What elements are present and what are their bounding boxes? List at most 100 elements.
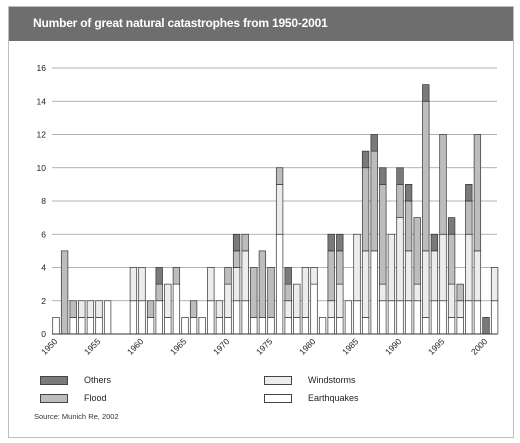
bar-others-1982 xyxy=(328,234,335,251)
bar-flood-1972 xyxy=(242,234,249,251)
bar-windstorms-1960 xyxy=(139,268,146,301)
bar-windstorms-1953 xyxy=(79,301,86,318)
y-tick-label: 2 xyxy=(41,296,46,306)
bar-windstorms-1989 xyxy=(388,234,395,301)
bar-earthquakes-1997 xyxy=(457,317,464,334)
bar-others-1986 xyxy=(362,151,369,168)
bar-earthquakes-1970 xyxy=(225,317,232,334)
bar-earthquakes-1981 xyxy=(319,317,326,334)
bar-flood-1973 xyxy=(251,268,258,318)
y-tick-label: 12 xyxy=(37,130,47,140)
bar-windstorms-1970 xyxy=(225,284,232,317)
bar-flood-1986 xyxy=(362,168,369,251)
bar-flood-1987 xyxy=(371,151,378,251)
bar-windstorms-1959 xyxy=(130,268,137,301)
x-tick-label: 1975 xyxy=(254,336,275,357)
bar-windstorms-1998 xyxy=(466,234,473,301)
bar-windstorms-1976 xyxy=(276,184,283,234)
bar-flood-1997 xyxy=(457,284,464,301)
bar-flood-1992 xyxy=(414,218,421,285)
bar-others-1996 xyxy=(448,218,455,235)
bar-flood-1983 xyxy=(337,251,344,284)
bar-earthquakes-1980 xyxy=(311,284,318,334)
y-tick-label: 10 xyxy=(37,163,47,173)
bar-windstorms-1990 xyxy=(397,218,404,301)
bar-windstorms-1971 xyxy=(233,268,240,301)
legend-item-flood: Flood xyxy=(40,393,107,403)
x-tick-label: 1955 xyxy=(82,336,103,357)
bar-flood-1962 xyxy=(156,284,163,301)
legend-swatch-flood xyxy=(40,394,68,403)
bar-windstorms-1978 xyxy=(294,284,301,317)
bar-earthquakes-1977 xyxy=(285,317,292,334)
bar-earthquakes-1950 xyxy=(53,317,60,334)
bar-flood-1982 xyxy=(328,251,335,301)
x-tick-label: 1965 xyxy=(168,336,189,357)
y-tick-label: 4 xyxy=(41,263,46,273)
bar-windstorms-1986 xyxy=(362,251,369,318)
bar-earthquakes-1972 xyxy=(242,301,249,334)
bar-flood-1977 xyxy=(285,284,292,301)
bar-earthquakes-1961 xyxy=(147,317,154,334)
bar-flood-1988 xyxy=(380,184,387,284)
bar-windstorms-1963 xyxy=(165,284,172,317)
bar-windstorms-1955 xyxy=(96,301,103,318)
bar-windstorms-1977 xyxy=(285,301,292,318)
bar-earthquakes-1978 xyxy=(294,317,301,334)
x-tick-label: 1970 xyxy=(211,336,232,357)
bar-windstorms-1968 xyxy=(208,268,215,301)
x-tick-label: 1980 xyxy=(297,336,318,357)
bar-flood-1970 xyxy=(225,268,232,285)
bar-windstorms-1985 xyxy=(354,234,361,301)
bar-windstorms-1954 xyxy=(87,301,94,318)
legend-swatch-others xyxy=(40,376,68,385)
bar-flood-1998 xyxy=(466,201,473,234)
bar-others-1993 xyxy=(423,85,430,102)
bar-earthquakes-1965 xyxy=(182,317,189,334)
bar-windstorms-1988 xyxy=(380,284,387,301)
bar-earthquakes-1982 xyxy=(328,317,335,334)
bar-earthquakes-1955 xyxy=(96,317,103,334)
bar-earthquakes-1963 xyxy=(165,317,172,334)
bar-windstorms-1994 xyxy=(431,251,438,301)
bar-earthquakes-1991 xyxy=(405,301,412,334)
bar-earthquakes-1993 xyxy=(423,317,430,334)
bar-flood-1976 xyxy=(276,168,283,185)
bar-flood-1975 xyxy=(268,268,275,318)
bar-windstorms-1995 xyxy=(440,234,447,301)
bar-others-1991 xyxy=(405,184,412,201)
bar-earthquakes-1987 xyxy=(371,251,378,334)
legend-item-windstorms: Windstorms xyxy=(264,375,356,385)
bar-earthquakes-1964 xyxy=(173,284,180,334)
bar-earthquakes-1971 xyxy=(233,301,240,334)
bar-windstorms-1991 xyxy=(405,251,412,301)
bar-windstorms-1996 xyxy=(448,284,455,317)
x-tick-label: 1960 xyxy=(125,336,146,357)
bar-earthquakes-1995 xyxy=(440,301,447,334)
bar-earthquakes-1976 xyxy=(276,234,283,334)
bar-others-1987 xyxy=(371,135,378,152)
y-tick-label: 14 xyxy=(37,96,47,106)
bar-others-1994 xyxy=(431,234,438,251)
legend-swatch-earthquakes xyxy=(264,394,292,403)
bar-flood-1971 xyxy=(233,251,240,268)
legend-item-others: Others xyxy=(40,375,111,385)
bar-earthquakes-1985 xyxy=(354,301,361,334)
bar-flood-1990 xyxy=(397,184,404,217)
bar-windstorms-1982 xyxy=(328,301,335,318)
bar-others-1962 xyxy=(156,268,163,285)
x-tick-label: 1985 xyxy=(340,336,361,357)
bar-earthquakes-1992 xyxy=(414,301,421,334)
bar-windstorms-1983 xyxy=(337,284,344,317)
y-tick-label: 6 xyxy=(41,229,46,239)
bar-earthquakes-1988 xyxy=(380,301,387,334)
bar-earthquakes-1983 xyxy=(337,317,344,334)
bar-flood-1961 xyxy=(147,301,154,318)
bar-flood-1991 xyxy=(405,201,412,251)
bar-earthquakes-1953 xyxy=(79,317,86,334)
bar-earthquakes-1967 xyxy=(199,317,206,334)
bar-flood-1952 xyxy=(70,301,77,318)
x-tick-label: 1990 xyxy=(383,336,404,357)
bar-earthquakes-1962 xyxy=(156,301,163,334)
bar-earthquakes-1952 xyxy=(70,317,77,334)
